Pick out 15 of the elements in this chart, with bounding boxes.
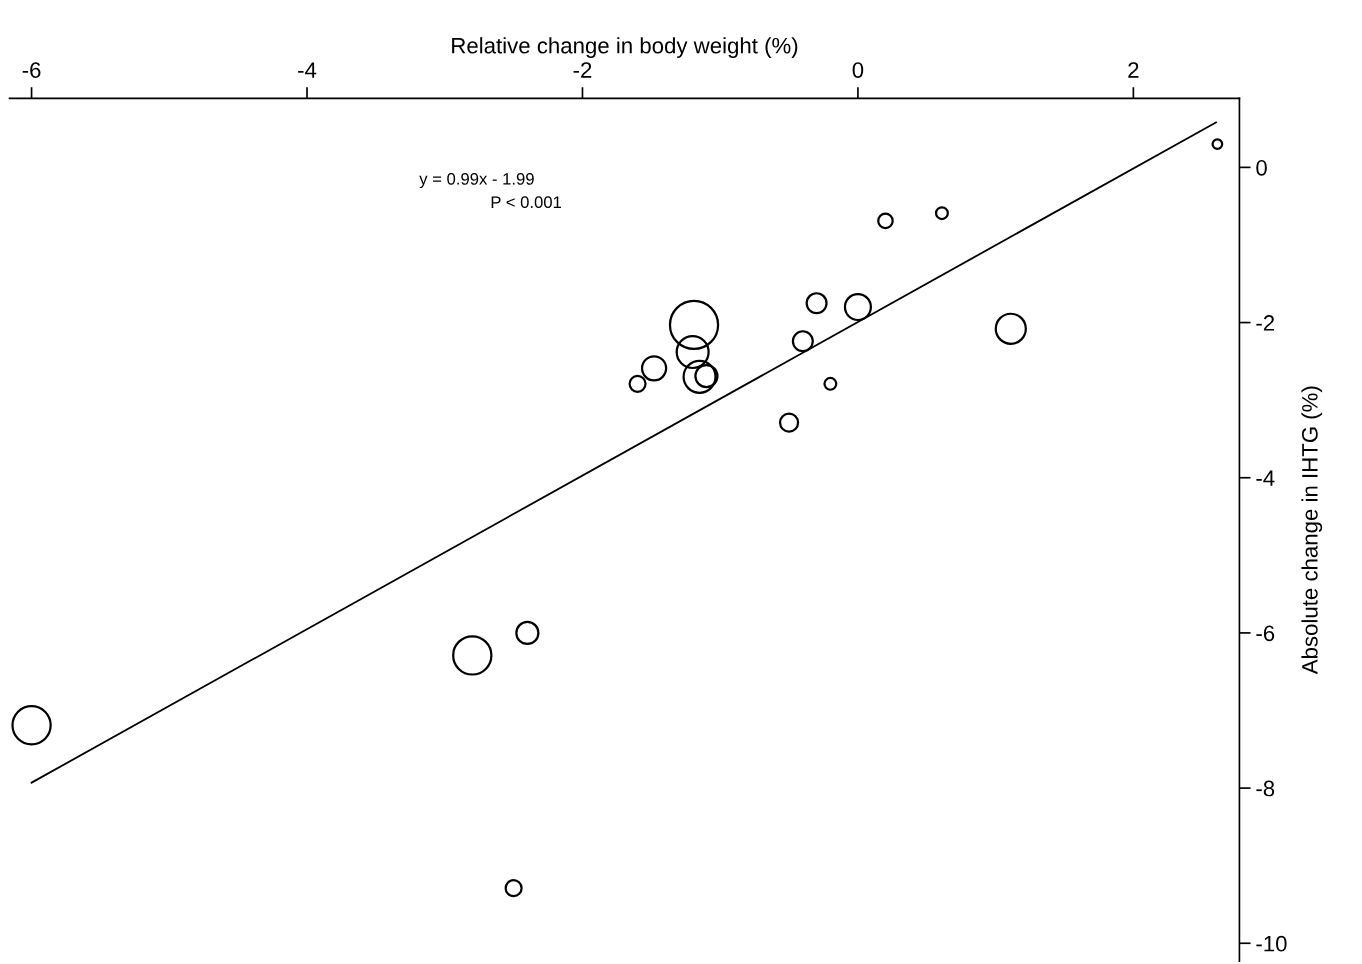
y-axis-title: Absolute change in IHTG (%) <box>1301 386 1323 675</box>
x-tick-label: -4 <box>298 62 317 78</box>
y-tick-label: -10 <box>1256 935 1287 952</box>
annotation: P < 0.001 <box>491 196 562 209</box>
annotation: y = 0.99x - 1.99 <box>419 172 534 189</box>
x-tick-label: 0 <box>852 62 864 78</box>
y-tick-label: -2 <box>1256 315 1275 331</box>
y-tick-label: 0 <box>1256 159 1267 176</box>
x-tick-label: -2 <box>573 62 592 78</box>
x-axis-title: Relative change in body weight (%) <box>452 37 798 58</box>
y-tick-label: -8 <box>1256 780 1275 797</box>
y-tick-label: -6 <box>1256 625 1275 642</box>
x-tick-label: -6 <box>22 62 41 78</box>
y-tick-label: -4 <box>1256 470 1275 486</box>
x-tick-label: 2 <box>1128 62 1139 78</box>
